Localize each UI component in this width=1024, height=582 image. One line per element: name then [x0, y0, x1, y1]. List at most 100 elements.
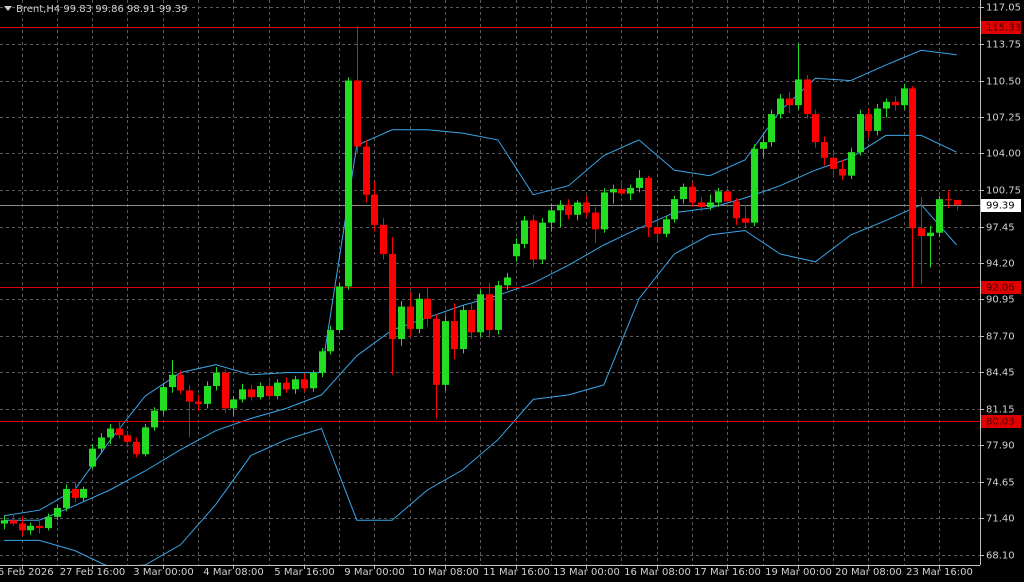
candle-body	[107, 428, 114, 438]
x-tick-label: 19 Mar 00:00	[765, 567, 832, 578]
x-tick-label: 27 Feb 16:00	[60, 567, 126, 578]
y-tick-label: 113.75	[986, 40, 1021, 51]
candle-body	[857, 114, 864, 153]
y-tick-label: 84.45	[986, 368, 1015, 379]
candle-body	[583, 202, 590, 213]
x-tick-label: 11 Mar 16:00	[483, 567, 550, 578]
candle-body	[804, 79, 811, 115]
candle-body	[812, 114, 819, 143]
x-tick-label: 13 Mar 00:00	[553, 567, 620, 578]
candle-body	[513, 243, 520, 257]
candle-body	[89, 448, 96, 467]
y-tick-label: 94.20	[986, 259, 1015, 270]
x-tick-label: 26 Feb 2026	[0, 567, 54, 578]
candle-body	[830, 157, 837, 169]
candle-body	[133, 441, 140, 455]
axes: 117.05 113.75 110.50 107.25 104.00 100.75 97.4…	[0, 3, 1021, 578]
candle-body	[945, 199, 952, 201]
candle-body	[689, 186, 696, 203]
candle-body	[874, 108, 881, 131]
candle-body	[909, 88, 916, 229]
candle-body	[124, 435, 131, 442]
candle-body	[901, 88, 908, 106]
candle-body	[292, 379, 299, 390]
candle-body	[565, 204, 572, 215]
candle-body	[610, 189, 617, 193]
candle-body	[751, 148, 758, 223]
candle-body	[768, 114, 775, 143]
candle-body	[10, 520, 17, 524]
candle-body	[433, 318, 440, 385]
candle-body	[310, 372, 317, 389]
candle-body	[786, 98, 793, 106]
y-tick-label: 117.05	[986, 3, 1021, 14]
candle-body	[169, 374, 176, 388]
candle-body	[266, 385, 273, 397]
candle-body	[248, 389, 255, 398]
menu-icon[interactable]	[4, 6, 12, 11]
candle-body	[892, 101, 899, 106]
candle-body	[1, 520, 8, 524]
candle-body	[918, 228, 925, 237]
candle-body	[160, 387, 167, 411]
candle-body	[530, 220, 537, 260]
candle-body	[363, 146, 370, 195]
y-tick-label: 90.95	[986, 295, 1015, 306]
candle-body	[451, 321, 458, 350]
candle-body	[186, 390, 193, 402]
x-tick-label: 3 Mar 00:00	[133, 567, 193, 578]
candle-body	[98, 437, 105, 449]
candle-body	[204, 385, 211, 404]
candle-body	[19, 523, 26, 531]
candle-body	[548, 210, 555, 223]
candle-body	[239, 389, 246, 400]
candle-body	[27, 525, 34, 531]
y-tick-label: 97.45	[986, 223, 1015, 234]
candle-body	[195, 401, 202, 404]
price-level-label: 92.06	[986, 283, 1015, 294]
candle-body	[671, 199, 678, 220]
candle-body	[839, 168, 846, 176]
candle-body	[177, 374, 184, 391]
candle-body	[592, 212, 599, 230]
x-tick-label: 23 Mar 16:00	[906, 567, 973, 578]
candle-body	[954, 199, 961, 205]
candle-body	[698, 202, 705, 207]
candle-body	[521, 220, 528, 244]
candle-body	[663, 219, 670, 234]
candle-body	[865, 114, 872, 131]
candle-body	[36, 525, 43, 529]
y-tick-label: 71.40	[986, 514, 1015, 525]
candle-body	[380, 224, 387, 254]
candle-body	[601, 192, 608, 230]
candle-body	[398, 306, 405, 339]
price-level-label: 80.03	[986, 417, 1015, 428]
candle-body	[486, 294, 493, 331]
candle-body	[821, 142, 828, 158]
x-tick-label: 9 Mar 00:00	[344, 567, 404, 578]
candle-body	[883, 101, 890, 109]
candle-body	[636, 177, 643, 188]
candle-body	[389, 253, 396, 339]
grid	[0, 0, 980, 565]
candle-body	[142, 427, 149, 455]
candle-body	[618, 189, 625, 194]
candle-body	[539, 222, 546, 260]
y-tick-label: 107.25	[986, 113, 1021, 124]
candle-body	[724, 191, 731, 202]
plot-area	[0, 25, 980, 565]
candle-body	[230, 399, 237, 409]
candle-body	[848, 152, 855, 176]
price-level-box	[981, 281, 1021, 294]
candle-body	[354, 80, 361, 147]
candle-body	[442, 321, 449, 385]
candle-body	[416, 298, 423, 329]
y-tick-label: 104.00	[986, 149, 1021, 160]
candle-body	[477, 294, 484, 333]
candle-body	[319, 351, 326, 373]
candle-body	[654, 227, 661, 234]
candle-body	[574, 202, 581, 215]
y-tick-label: 110.50	[986, 77, 1021, 88]
